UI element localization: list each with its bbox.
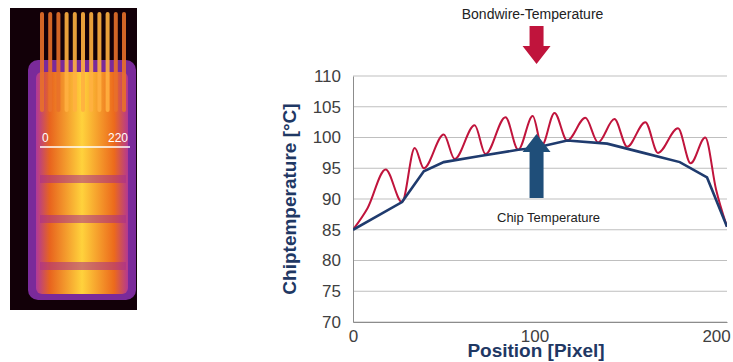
tick-label: 110: [314, 67, 341, 86]
image-background: [10, 8, 137, 310]
image-bondwire: [40, 12, 44, 112]
tick: 200: [702, 322, 730, 346]
image-bondwire: [106, 12, 110, 112]
tick-label: 90: [322, 190, 341, 209]
grid-line: [353, 199, 727, 200]
image-bondwire: [48, 12, 52, 112]
annotation-label: Bondwire-Temperature: [462, 6, 604, 22]
image-bondwire: [73, 12, 77, 112]
image-bondwire: [65, 12, 69, 112]
tick-label: 95: [322, 159, 341, 178]
image-bondwire: [114, 12, 118, 112]
grid-line: [353, 106, 727, 107]
image-bondwire: [97, 12, 101, 112]
tick-label: 80: [322, 251, 341, 270]
tick-label: 70: [322, 313, 341, 332]
grid-line: [353, 260, 727, 261]
tick-label: 100: [313, 128, 341, 147]
annotations: Bondwire-Temperature Chip Temperature: [462, 6, 604, 225]
tick-label: 85: [322, 221, 341, 240]
image-label: 220: [108, 131, 128, 145]
grid: [353, 76, 727, 322]
image-bondwire: [81, 12, 85, 112]
tick-label: 200: [702, 327, 730, 346]
tick: 0: [349, 322, 358, 346]
tick: 105: [313, 98, 353, 117]
tick: 75: [322, 282, 353, 301]
image-bondwire: [56, 12, 60, 112]
grid-line: [353, 76, 727, 77]
image-stripe: [40, 175, 126, 183]
image-label: 0: [42, 131, 49, 145]
image-profile-line: [40, 146, 130, 148]
image-stripe: [40, 215, 126, 223]
tick: 90: [322, 190, 353, 209]
tick-label: 75: [322, 282, 341, 301]
plot-area: [353, 113, 727, 230]
tick-label: 105: [313, 98, 341, 117]
annotation-arrow: [523, 26, 551, 64]
tick: 110: [314, 67, 353, 86]
axis-line: [354, 322, 728, 323]
image-bondwire: [122, 12, 126, 112]
tick: 80: [322, 251, 353, 270]
tick-label: 0: [349, 327, 358, 346]
image-bondwire: [89, 12, 93, 112]
tick: 85: [322, 221, 353, 240]
grid-line: [353, 291, 727, 292]
image-stripe: [40, 262, 126, 270]
series-line: [353, 113, 727, 230]
y-axis: 70 75 80 85 90 95 100 105 110: [313, 67, 354, 332]
thermal-image: 0 220: [10, 8, 137, 310]
annotation-label: Chip Temperature: [497, 210, 600, 225]
axis-line: [353, 77, 354, 323]
chart: 02207075808590951001051100100200Position…: [0, 0, 733, 362]
tick: 95: [322, 159, 353, 178]
x-axis-title: Position [Pixel]: [467, 340, 604, 361]
y-axis-title: Chiptemperature [°C]: [279, 103, 300, 294]
tick: 100: [313, 128, 353, 147]
grid-line: [353, 322, 727, 323]
annotation-arrow: [523, 134, 551, 198]
grid-line: [353, 229, 727, 230]
